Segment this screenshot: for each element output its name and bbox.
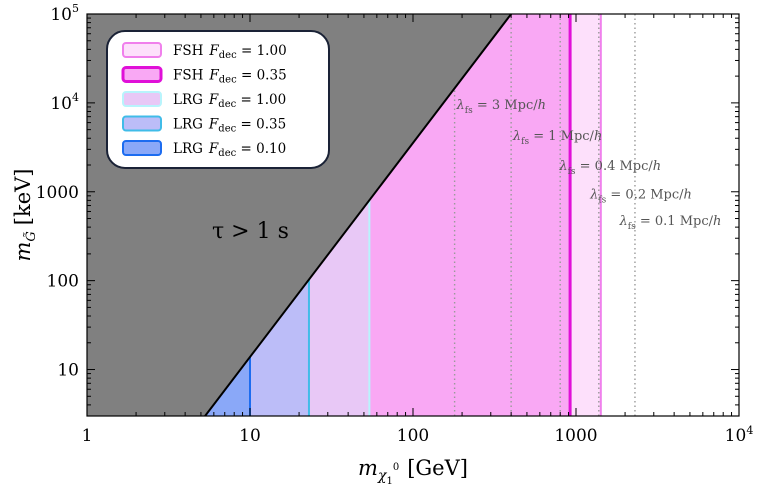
freestreaming-label-symbol: λ [512,129,521,144]
y-tick-label: 104 [50,91,79,114]
freestreaming-label-symbol: λ [619,214,628,229]
legend-label-fsub: dec [218,148,236,159]
legend-box [106,30,330,169]
x-tick-label-base: 100 [397,426,429,446]
freestreaming-label-text: = 0.4 Mpc/ [576,159,654,174]
legend-label-f: F [208,68,219,84]
freestreaming-label-unit: h [594,129,602,144]
legend-label-fsub: dec [218,124,236,135]
freestreaming-label-4: λfs = 0.1 Mpc/h [619,214,722,232]
legend-label-value: 1.00 [256,92,286,108]
legend-label-f: F [208,92,219,108]
y-tick-label-base: 100 [47,272,79,292]
legend-label: LRG Fdec = 0.10 [173,141,286,159]
freestreaming-label-symbol: λ [558,159,567,174]
legend-label-fsub: dec [219,50,237,61]
x-axis-label-subsub: 1 [386,476,392,487]
legend-label-name: LRG [173,141,203,157]
x-tick-label: 104 [725,424,754,446]
y-axis-label: mG̃ [keV] [11,168,39,261]
legend-label-value: 1.00 [257,43,287,59]
x-tick-label: 1000 [554,426,597,446]
legend-label-equals: = [236,117,256,133]
y-tick-label-base: 10 [50,5,72,25]
x-tick-label: 10 [239,426,261,446]
x-axis-label-var: m [358,456,378,480]
y-tick-label: 10 [57,361,79,381]
y-tick-label: 1000 [36,183,79,203]
freestreaming-label-text: = 0.1 Mpc/ [636,214,714,229]
freestreaming-label-symbol: λ [456,98,465,113]
x-tick-label-base: 1 [82,426,93,446]
legend-label: LRG Fdec = 1.00 [173,92,286,110]
x-axis-label-sup: 0 [393,462,399,473]
freestreaming-label-sub: fs [568,167,576,177]
y-axis-label-var: m [11,242,35,262]
legend-label-equals: = [236,92,256,108]
freestreaming-label-symbol: λ [589,187,598,202]
legend-label-value: 0.35 [257,68,287,84]
freestreaming-label-sub: fs [598,195,606,205]
legend-label-f: F [208,141,219,157]
legend-swatch [122,140,162,156]
freestreaming-label-unit: h [684,187,692,202]
legend-label-equals: = [237,43,257,59]
x-axis-label-sub: χ [377,468,388,484]
freestreaming-label-sub: fs [465,106,473,116]
freestreaming-label-text: = 3 Mpc/ [473,98,538,113]
freestreaming-label-sub: fs [521,137,529,147]
freestreaming-label-text: = 1 Mpc/ [529,129,594,144]
x-axis-label: mχ10 [GeV] [358,456,468,487]
legend-label-name: LRG [173,92,203,108]
freestreaming-label-2: λfs = 0.4 Mpc/h [558,159,661,177]
legend-label: FSH Fdec = 0.35 [173,68,287,86]
legend-label-name: FSH [173,43,204,59]
y-tick-label-exp: 5 [72,2,79,15]
freestreaming-label-3: λfs = 0.2 Mpc/h [589,187,692,205]
legend-label-name: FSH [173,68,204,84]
freestreaming-label-unit: h [538,98,546,113]
x-tick-label-base: 10 [725,426,747,446]
legend-label: LRG Fdec = 0.35 [173,117,286,135]
y-tick-label: 100 [47,272,79,292]
y-axis-label-sub: G̃ [23,231,39,241]
legend-label-fsub: dec [218,99,236,110]
y-tick-label-exp: 4 [72,91,79,104]
x-tick-label-base: 1000 [554,426,597,446]
legend-swatch [121,66,163,83]
freestreaming-label-text: = 0.2 Mpc/ [606,187,684,202]
legend-label-f: F [208,117,219,133]
legend-label-name: LRG [173,117,203,133]
legend-label-equals: = [237,68,257,84]
freestreaming-label-0: λfs = 3 Mpc/h [456,98,546,116]
y-axis-label-unit: [keV] [11,168,35,225]
x-tick-label: 100 [397,426,429,446]
freestreaming-label-1: λfs = 1 Mpc/h [512,129,602,147]
lifetime-boundary-line [204,14,512,416]
legend-label-value: 0.10 [256,141,286,157]
legend-label-equals: = [236,141,256,157]
legend-swatch [122,91,162,107]
lifetime-label: τ > 1 s [212,219,289,244]
y-tick-label-base: 1000 [36,183,79,203]
freestreaming-label-unit: h [713,214,721,229]
freestreaming-label-sub: fs [628,222,636,232]
legend-swatch [122,115,162,132]
y-tick-label: 105 [50,2,79,25]
x-tick-label-exp: 4 [746,424,753,437]
legend-label-value: 0.35 [256,117,286,133]
y-tick-label-base: 10 [50,94,72,114]
legend-label: FSH Fdec = 1.00 [173,43,287,61]
legend-swatch [122,42,162,58]
x-axis-label-unit: [GeV] [407,456,468,480]
y-tick-label-base: 10 [57,361,79,381]
legend-label-fsub: dec [219,75,237,86]
legend-label-f: F [208,43,219,59]
x-tick-label: 1 [82,426,93,446]
x-tick-label-base: 10 [239,426,261,446]
freestreaming-label-unit: h [653,159,661,174]
